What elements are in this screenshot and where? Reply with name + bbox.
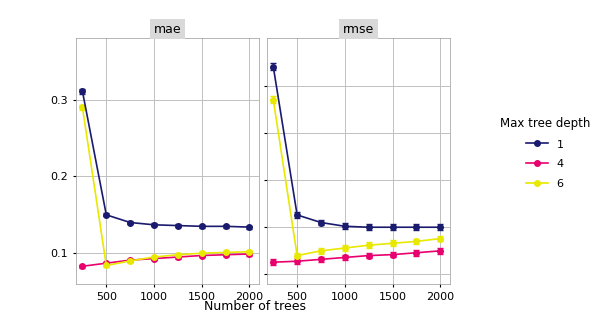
Title: mae: mae	[153, 23, 181, 36]
Title: rmse: rmse	[342, 23, 374, 36]
Text: Number of trees: Number of trees	[204, 300, 305, 313]
Legend: 1, 4, 6: 1, 4, 6	[495, 113, 594, 194]
